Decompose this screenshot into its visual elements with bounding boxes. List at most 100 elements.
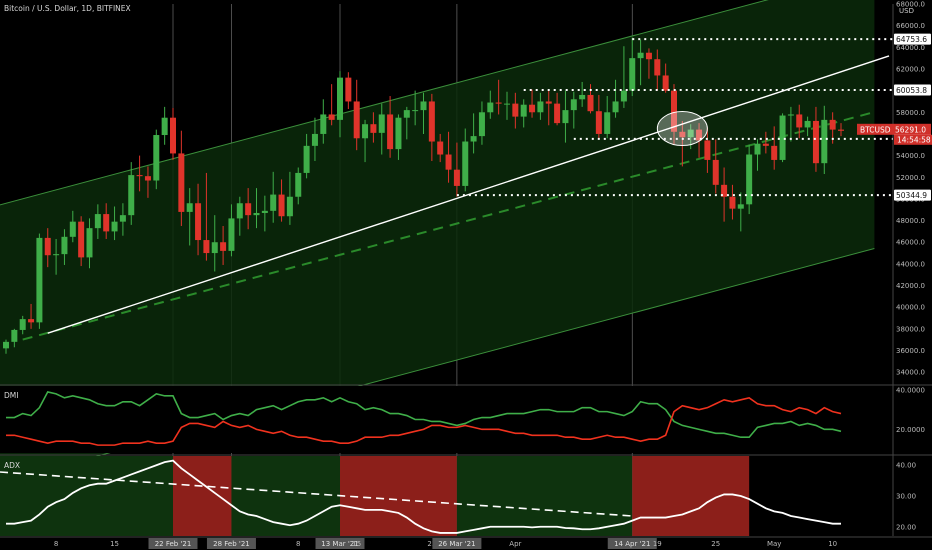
candle [812,106,819,172]
candle [570,91,577,129]
price-tick-label: 36000.0 [896,347,925,355]
candle [520,99,527,128]
candle-body [679,131,686,138]
candle [220,225,227,265]
candle [36,233,43,329]
price-tick-label: 38000.0 [896,325,925,333]
candle [328,84,335,126]
candle-body [245,203,252,216]
candle-body [270,194,277,211]
dmi-plus-line [6,390,842,439]
candle [445,131,452,183]
candle [253,188,260,229]
candle-body [787,114,794,116]
candle [186,188,193,246]
candle-body [721,184,728,197]
level-label-box [894,189,931,201]
candle [487,90,494,119]
candle-body [395,117,402,150]
candles [3,37,844,354]
level-label-box [894,33,931,45]
candle [28,303,35,329]
candle-body [36,237,43,323]
channel-mid-line [22,111,875,341]
candle [270,171,277,223]
candle-body [545,101,552,104]
candle [378,103,385,155]
candle [303,133,310,179]
candle [838,123,844,137]
candle-body [61,236,68,255]
candle-body [11,329,18,342]
candle-body [838,129,844,131]
candle [821,105,828,175]
candle-body [537,101,544,113]
candle [704,127,711,173]
candle [645,48,652,79]
candle [420,92,427,134]
candle-body [94,214,101,229]
candle-body [620,90,627,102]
x-tick-label: 13 Mar '21 [321,540,358,548]
candle [295,167,302,205]
candle [604,96,611,139]
candle-body [353,101,360,139]
x-tick-label: 14 Apr '21 [614,540,650,548]
adx-regime-band [231,456,340,536]
candle-body [604,112,611,134]
candle [796,104,803,139]
adx-line [6,459,841,534]
candle-body [812,120,819,164]
candle-body [295,172,302,197]
candle [387,96,394,158]
candle [754,139,761,171]
candle [545,89,552,126]
candle-body [278,194,285,217]
candle-body [437,141,444,155]
candle-body [203,240,210,254]
candle-body [445,154,452,170]
candle-body [420,101,427,111]
candle [712,139,719,194]
candle [395,114,402,160]
price-tick-label: 58000.0 [896,109,925,117]
candle [512,92,519,129]
candle [119,203,126,236]
candle [195,183,202,256]
candle [412,90,419,126]
candle [61,229,68,265]
price-tick-label: 66000.0 [896,22,925,30]
adx-tick-label: 40.00 [896,462,916,470]
level-label: 50344.9 [896,191,927,200]
candle [453,142,460,197]
candle [278,179,285,222]
countdown-box [894,134,932,145]
candle [612,79,619,118]
candle-body [696,129,703,141]
candle [504,91,510,120]
candle-body [303,145,310,173]
candle [69,210,76,243]
candle-body [161,117,168,136]
candle [746,144,753,215]
candle-body [487,102,494,113]
candle [362,119,369,163]
candle-body [261,210,268,213]
candle-body [629,58,636,91]
candle-body [704,140,711,160]
candle [637,39,644,86]
candle-body [311,133,318,146]
candle [696,123,703,158]
candle-body [44,237,51,256]
candle [462,128,469,192]
price-tick-label: 44000.0 [896,260,925,268]
candle-body [829,119,836,130]
candle [103,203,110,239]
candle-body [186,203,193,212]
candle [337,71,343,138]
adx-tick-label: 30.00 [896,493,916,501]
candle [762,131,769,154]
candle-body [612,101,619,113]
candle-body [478,112,485,137]
x-tick-label: 26 Mar '21 [438,540,475,548]
